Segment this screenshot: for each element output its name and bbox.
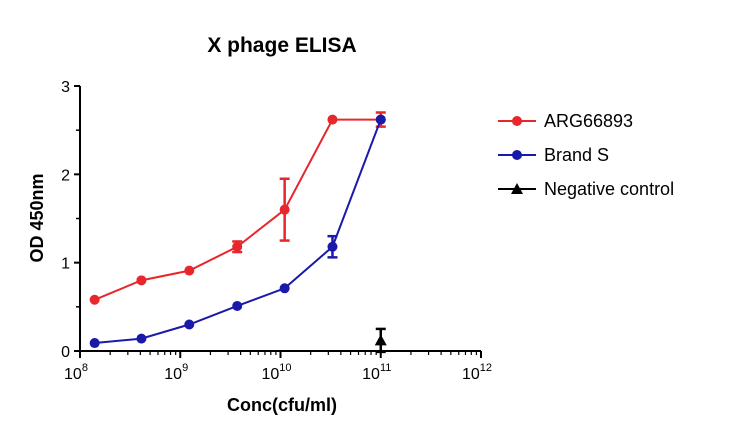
series-layer bbox=[89, 111, 387, 354]
data-point bbox=[89, 338, 100, 349]
data-point bbox=[327, 241, 338, 252]
x-tick-base: 10 bbox=[261, 366, 279, 383]
series-negative-control bbox=[374, 327, 387, 354]
series-line bbox=[94, 118, 381, 301]
x-tick-base: 10 bbox=[164, 366, 182, 383]
data-point bbox=[375, 114, 386, 125]
x-tick-base: 10 bbox=[64, 366, 82, 383]
x-tick-exponent: 11 bbox=[380, 362, 391, 374]
x-tick-exponent: 12 bbox=[480, 362, 492, 374]
legend-label: Negative control bbox=[544, 179, 674, 199]
series-arg66893 bbox=[89, 111, 386, 305]
legend-item: ARG66893 bbox=[498, 111, 633, 131]
x-tick-exponent: 8 bbox=[82, 362, 88, 374]
y-tick-label: 0 bbox=[61, 344, 70, 361]
legend-marker bbox=[512, 150, 522, 160]
legend-label: Brand S bbox=[544, 145, 609, 165]
data-point bbox=[232, 241, 243, 252]
x-tick-label: 108 bbox=[64, 362, 88, 383]
x-tick-exponent: 9 bbox=[182, 362, 188, 374]
data-point bbox=[136, 275, 147, 286]
data-point bbox=[374, 334, 387, 346]
x-tick-label: 1010 bbox=[261, 362, 291, 383]
y-tick-label: 3 bbox=[61, 79, 70, 96]
data-point bbox=[136, 333, 147, 344]
y-axis-label: OD 450nm bbox=[27, 173, 47, 262]
x-tick-exponent: 10 bbox=[279, 362, 291, 374]
data-point bbox=[327, 114, 338, 125]
legend-marker bbox=[511, 183, 523, 194]
x-tick-label: 1012 bbox=[462, 362, 492, 383]
chart-title: X phage ELISA bbox=[207, 34, 356, 57]
legend-item: Negative control bbox=[498, 179, 674, 199]
y-tick-label: 1 bbox=[61, 256, 70, 273]
data-point bbox=[184, 319, 195, 330]
data-point bbox=[184, 265, 195, 276]
y-tick-label: 2 bbox=[61, 167, 70, 184]
data-point bbox=[89, 294, 100, 305]
legend-item: Brand S bbox=[498, 145, 609, 165]
legend: ARG66893 Brand S Negative control bbox=[498, 111, 674, 199]
data-point bbox=[279, 283, 290, 294]
legend-label: ARG66893 bbox=[544, 111, 633, 131]
data-point bbox=[279, 204, 290, 215]
x-tick-base: 10 bbox=[462, 366, 480, 383]
data-point bbox=[232, 300, 243, 311]
legend-marker bbox=[512, 116, 522, 126]
x-tick-label: 1011 bbox=[362, 362, 391, 383]
series-brand-s bbox=[89, 114, 386, 349]
x-axis-label: Conc(cfu/ml) bbox=[227, 395, 337, 415]
x-tick-base: 10 bbox=[362, 366, 380, 383]
x-tick-label: 109 bbox=[164, 362, 188, 383]
